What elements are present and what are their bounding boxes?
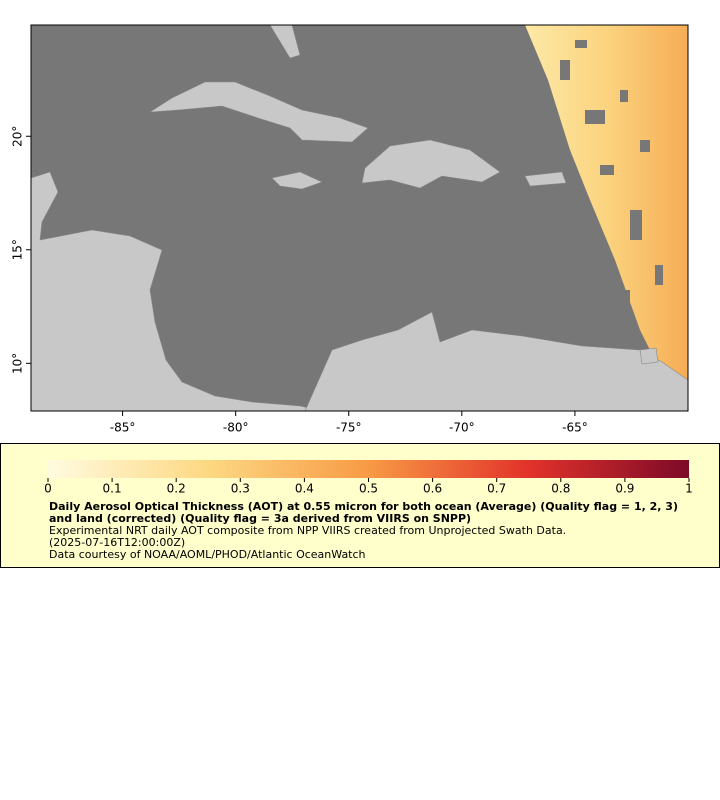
colorbar-tick-label: 0.6 (423, 482, 442, 496)
y-tick-label: 10° (11, 353, 25, 374)
caption: Daily Aerosol Optical Thickness (AOT) at… (49, 501, 689, 561)
map-frame (30, 24, 689, 412)
x-tick-label: -85° (110, 421, 136, 435)
caption-line: (2025-07-16T12:00:00Z) (49, 536, 186, 549)
land (31, 25, 688, 411)
aot-swath (525, 25, 688, 388)
colorbar-ramp (48, 460, 689, 478)
y-tick-label: 15° (11, 239, 25, 260)
x-tick-label: -65° (562, 421, 588, 435)
caption-line: Data courtesy of NOAA/AOML/PHOD/Atlantic… (49, 548, 366, 561)
y-tick-label: 20° (11, 126, 25, 147)
colorbar-tick-label: 0.5 (359, 482, 378, 496)
map-area (31, 25, 688, 411)
swath-gaps (560, 40, 663, 304)
colorbar-tick-label: 0.1 (103, 482, 122, 496)
colorbar: 0 0.1 0.2 0.3 0.4 0.5 0.6 0.7 0.8 0.9 1 (44, 460, 693, 496)
map: -85° -80° -75° -70° -65° 10° 15° 20° (11, 24, 689, 435)
caption-line: Experimental NRT daily AOT composite fro… (49, 524, 567, 537)
colorbar-tick-label: 0.8 (551, 482, 570, 496)
legend: 0 0.1 0.2 0.3 0.4 0.5 0.6 0.7 0.8 0.9 1 Daily Aero… (0, 443, 720, 568)
x-tick-label: -80° (223, 421, 249, 435)
colorbar-tick-label: 1 (685, 482, 693, 496)
colorbar-tick-label: 0 (44, 482, 52, 496)
x-tick-label: -75° (336, 421, 362, 435)
colorbar-tick-label: 0.9 (615, 482, 634, 496)
colorbar-tick-label: 0.2 (167, 482, 186, 496)
colorbar-tick-label: 0.7 (487, 482, 506, 496)
x-tick-label: -70° (449, 421, 475, 435)
colorbar-tick-label: 0.4 (295, 482, 314, 496)
caption-title: Daily Aerosol Optical Thickness (AOT) at… (49, 500, 678, 525)
colorbar-tick-label: 0.3 (231, 482, 250, 496)
